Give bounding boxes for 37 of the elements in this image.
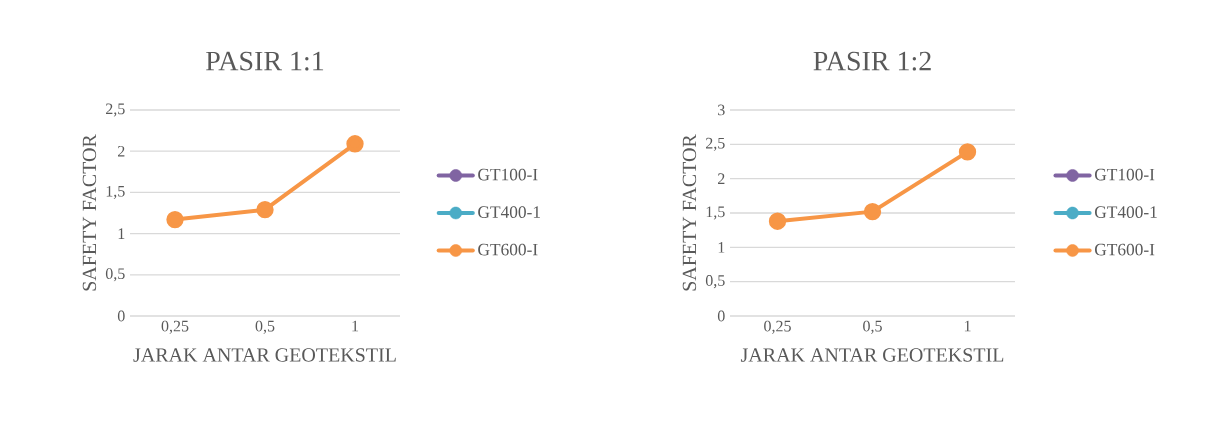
legend-label: GT600-I <box>1094 243 1155 256</box>
point <box>863 202 882 221</box>
y-tick-label: 2 <box>118 145 125 157</box>
legend-label: GT100-I <box>478 168 538 181</box>
point <box>256 201 274 219</box>
x-tick-label: 0,5 <box>863 320 882 334</box>
x-tick-label: 1 <box>352 320 359 332</box>
y-axis-title: SAFETY FACTOR <box>82 134 97 291</box>
x-tick-label: 1 <box>964 320 971 332</box>
chart-title: PASIR 1:2 <box>813 51 931 71</box>
y-tick-label: 1,5 <box>106 185 125 199</box>
y-tick-label: 0,5 <box>705 275 725 289</box>
legend-label: GT100-I <box>1094 168 1155 181</box>
y-tick-label: 2,5 <box>106 103 125 117</box>
y-tick-label: 1,5 <box>706 206 725 220</box>
x-tick-label: 0,5 <box>255 320 275 334</box>
y-tick-label: 1 <box>718 242 725 253</box>
chart-title: PASIR 1:1 <box>206 51 324 71</box>
point <box>346 135 364 153</box>
y-tick-label: 1 <box>118 228 125 239</box>
x-axis-title: JARAK ANTAR GEOTEKSTIL <box>740 348 1004 362</box>
x-axis-title: JARAK ANTAR GEOTEKSTIL <box>133 348 396 362</box>
legend-label: GT600-I <box>478 243 538 256</box>
x-tick-label: 0,25 <box>161 320 189 334</box>
point <box>166 210 184 229</box>
point <box>768 212 787 230</box>
y-tick-label: 0,5 <box>105 268 125 282</box>
legend-label: GT400-1 <box>1094 206 1157 218</box>
y-tick-label: 0 <box>717 310 725 322</box>
y-tick-label: 0 <box>117 310 125 322</box>
legend-label: GT400-1 <box>478 206 540 218</box>
x-tick-label: 0,25 <box>764 320 791 334</box>
y-axis-title: SAFETY FACTOR <box>682 134 697 291</box>
point <box>958 143 977 161</box>
y-tick-label: 2 <box>718 173 725 184</box>
y-tick-label: 3 <box>718 104 725 116</box>
y-tick-label: 2,5 <box>706 137 725 151</box>
